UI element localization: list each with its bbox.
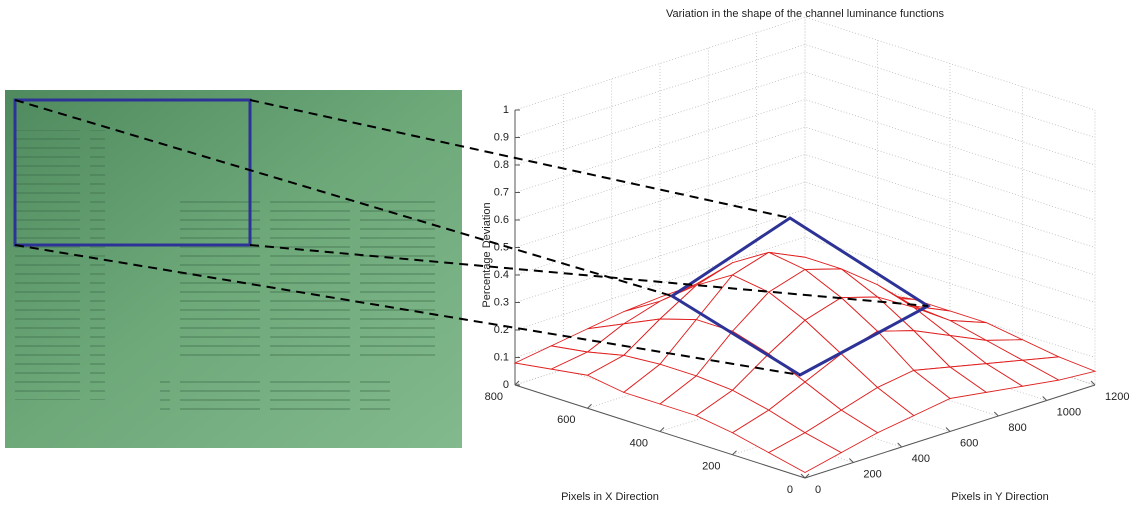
z-tick-label: 0.1 xyxy=(494,351,509,363)
y-tick xyxy=(946,428,950,432)
y-tick-label: 800 xyxy=(1008,422,1026,434)
page: Variation in the shape of the channel lu… xyxy=(0,0,1137,508)
y-tick xyxy=(849,459,853,463)
x-tick xyxy=(733,451,737,455)
y-tick xyxy=(994,412,998,416)
z-tick-label: 0.3 xyxy=(494,296,509,308)
grid-line xyxy=(515,17,1095,110)
z-axis-label: Percentage Deviation xyxy=(481,202,493,307)
y-tick-label: 600 xyxy=(960,437,978,449)
z-tick-label: 1 xyxy=(503,104,509,116)
y-tick-label: 400 xyxy=(912,453,930,465)
x-tick-label: 800 xyxy=(485,391,503,403)
grid-line xyxy=(515,155,1095,248)
figure: Variation in the shape of the channel lu… xyxy=(0,0,1137,508)
x-tick xyxy=(515,381,519,385)
grid-line xyxy=(515,45,1095,138)
x-tick xyxy=(660,428,664,432)
y-tick xyxy=(1043,397,1047,401)
x-tick-label: 600 xyxy=(557,414,575,426)
x-axis-label: Pixels in X Direction xyxy=(561,491,659,503)
z-tick-label: 0.4 xyxy=(494,269,509,281)
z-tick-label: 0.7 xyxy=(494,186,509,198)
y-axis-label: Pixels in Y Direction xyxy=(951,491,1048,503)
z-tick-label: 0.6 xyxy=(494,214,509,226)
x-tick-label: 200 xyxy=(702,461,720,473)
y-tick-label: 200 xyxy=(863,468,881,480)
photo xyxy=(5,90,462,448)
y-tick-label: 1000 xyxy=(1057,406,1081,418)
x-tick-label: 400 xyxy=(630,437,648,449)
y-tick-label: 0 xyxy=(815,484,821,496)
y-tick xyxy=(898,443,902,447)
y-tick-label: 1200 xyxy=(1105,391,1129,403)
z-tick-label: 0.8 xyxy=(494,159,509,171)
chart-title: Variation in the shape of the channel lu… xyxy=(666,8,945,20)
y-tick xyxy=(1091,381,1095,385)
x-tick xyxy=(588,404,592,408)
z-tick-label: 0.9 xyxy=(494,131,509,143)
x-tick-label: 0 xyxy=(787,484,793,496)
z-tick-label: 0 xyxy=(503,379,509,391)
